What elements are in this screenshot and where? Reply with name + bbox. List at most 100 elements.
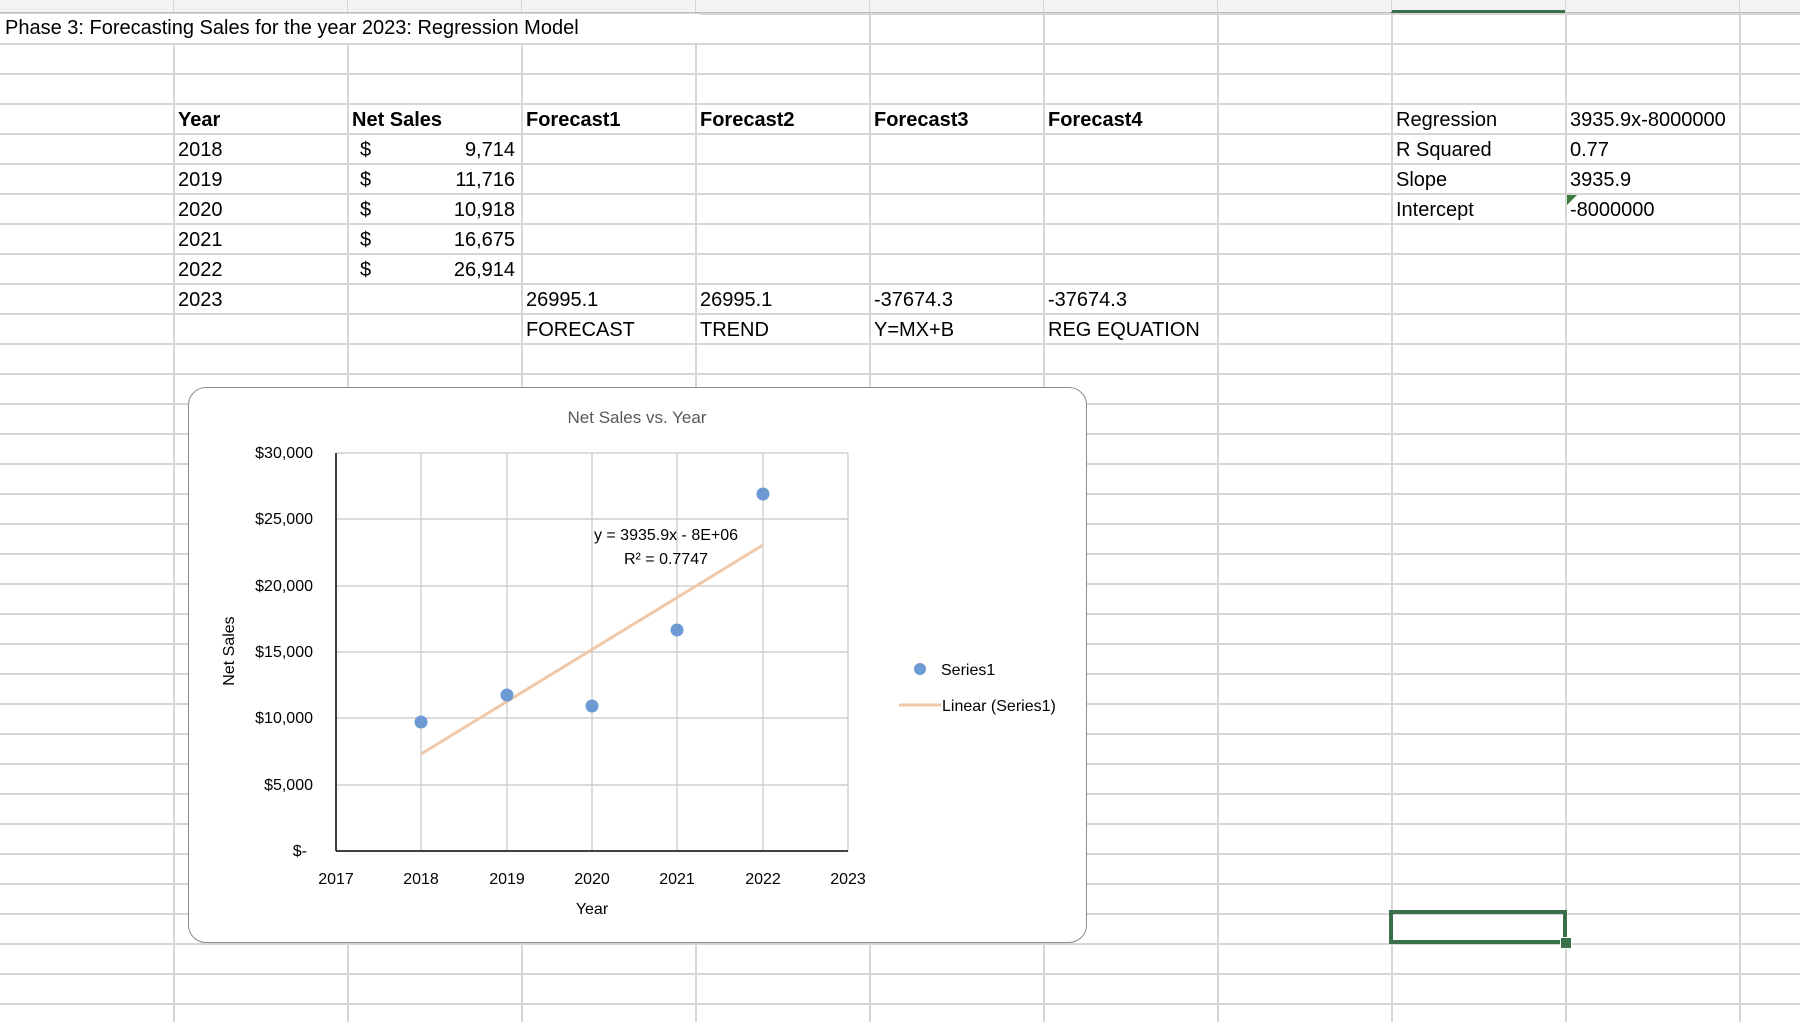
column-header-separator <box>1391 0 1392 12</box>
svg-text:$20,000: $20,000 <box>255 578 313 595</box>
column-header-separator <box>173 0 174 12</box>
y-tick-labels: $30,000 $25,000 $20,000 $15,000 $10,000 … <box>255 445 313 860</box>
data-point-2022 <box>756 487 770 501</box>
data-point-2019 <box>500 688 514 702</box>
svg-text:$15,000: $15,000 <box>255 644 313 661</box>
svg-text:2017: 2017 <box>318 871 354 888</box>
error-indicator-icon[interactable] <box>1567 195 1577 205</box>
header-forecast3[interactable]: Forecast3 <box>874 109 969 131</box>
vertical-gridlines <box>420 453 849 851</box>
currency-symbol: $ <box>360 139 372 161</box>
row-gridline <box>0 373 1800 375</box>
column-header-separator <box>521 0 522 12</box>
year-cell[interactable]: 2019 <box>178 169 223 191</box>
column-gridline <box>1217 14 1219 1022</box>
sheet-title: Phase 3: Forecasting Sales for the year … <box>0 14 700 43</box>
header-year[interactable]: Year <box>178 109 221 131</box>
svg-text:2020: 2020 <box>574 871 610 888</box>
year-cell[interactable]: 2021 <box>178 229 223 251</box>
scatter-chart[interactable]: Net Sales vs. Year $30,000 $25,000 $20,0… <box>188 387 1087 943</box>
forecast2-method[interactable]: TREND <box>700 319 769 341</box>
row-gridline <box>0 943 1800 945</box>
column-header-separator <box>347 0 348 12</box>
data-point-2020 <box>585 699 599 713</box>
net-sales-cell[interactable]: 26,914 <box>453 259 515 281</box>
stat-value-intercept[interactable]: -8000000 <box>1570 199 1655 221</box>
forecast4-method[interactable]: REG EQUATION <box>1048 319 1200 341</box>
data-point-2021 <box>670 623 684 637</box>
row-gridline <box>0 13 1800 15</box>
stat-label-r-squared[interactable]: R Squared <box>1396 139 1492 161</box>
svg-text:2022: 2022 <box>745 871 781 888</box>
stat-label-intercept[interactable]: Intercept <box>1396 199 1474 221</box>
year-cell[interactable]: 2018 <box>178 139 223 161</box>
column-header-separator <box>1565 0 1566 12</box>
active-column-indicator <box>1391 10 1565 14</box>
row-gridline <box>0 973 1800 975</box>
column-header-separator <box>1217 0 1218 12</box>
forecast1-method[interactable]: FORECAST <box>526 319 635 341</box>
row-gridline <box>0 133 1800 135</box>
y-axis-title: Net Sales <box>221 616 238 685</box>
header-forecast1[interactable]: Forecast1 <box>526 109 621 131</box>
net-sales-cell[interactable]: 10,918 <box>453 199 515 221</box>
stat-value-slope[interactable]: 3935.9 <box>1570 169 1632 191</box>
svg-text:y = 3935.9x - 8E+06: y = 3935.9x - 8E+06 <box>594 527 738 544</box>
row-gridline <box>0 313 1800 315</box>
column-header-separator <box>695 0 696 12</box>
svg-text:$-: $- <box>293 843 307 860</box>
svg-text:2018: 2018 <box>403 871 439 888</box>
legend-series1: Series1 <box>941 662 995 679</box>
net-sales-cell[interactable]: 16,675 <box>453 229 515 251</box>
chart-title: Net Sales vs. Year <box>568 408 707 427</box>
year-cell[interactable]: 2022 <box>178 259 223 281</box>
svg-text:2019: 2019 <box>489 871 525 888</box>
svg-text:$5,000: $5,000 <box>264 777 313 794</box>
row-gridline <box>0 103 1800 105</box>
column-gridline <box>173 14 175 1022</box>
row-gridline <box>0 343 1800 345</box>
year-cell[interactable]: 2020 <box>178 199 223 221</box>
header-forecast2[interactable]: Forecast2 <box>700 109 795 131</box>
currency-symbol: $ <box>360 199 372 221</box>
column-header-separator <box>1043 0 1044 12</box>
x-tick-labels: 2017 2018 2019 2020 2021 2022 2023 <box>318 871 866 888</box>
row-gridline <box>0 1003 1800 1005</box>
stat-value-r-squared[interactable]: 0.77 <box>1570 139 1609 161</box>
column-gridline <box>1391 14 1393 1022</box>
svg-text:$25,000: $25,000 <box>255 511 313 528</box>
currency-symbol: $ <box>360 169 372 191</box>
row-gridline <box>0 223 1800 225</box>
forecast3-value[interactable]: -37674.3 <box>874 289 953 311</box>
row-gridline <box>0 283 1800 285</box>
svg-text:$30,000: $30,000 <box>255 445 313 462</box>
forecast4-value[interactable]: -37674.3 <box>1048 289 1127 311</box>
column-gridline <box>1565 14 1567 1022</box>
forecast3-method[interactable]: Y=MX+B <box>874 319 955 341</box>
header-forecast4[interactable]: Forecast4 <box>1048 109 1143 131</box>
forecast1-value[interactable]: 26995.1 <box>526 289 599 311</box>
linear-trendline[interactable] <box>420 543 764 756</box>
row-gridline <box>0 73 1800 75</box>
legend-marker-icon <box>914 663 926 675</box>
row-gridline <box>0 163 1800 165</box>
stat-value-regression[interactable]: 3935.9x-8000000 <box>1570 109 1726 131</box>
forecast2-value[interactable]: 26995.1 <box>700 289 773 311</box>
column-header-separator <box>869 0 870 12</box>
net-sales-cell[interactable]: 9,714 <box>464 139 515 161</box>
column-gridline <box>1739 14 1741 1022</box>
chart-legend[interactable]: Series1 Linear (Series1) <box>899 662 1056 715</box>
stat-label-slope[interactable]: Slope <box>1396 169 1448 191</box>
svg-text:R² = 0.7747: R² = 0.7747 <box>624 551 708 568</box>
row-gridline <box>0 253 1800 255</box>
fill-handle[interactable] <box>1560 937 1572 949</box>
row-gridline <box>0 193 1800 195</box>
header-net-sales[interactable]: Net Sales <box>352 109 443 131</box>
year-cell[interactable]: 2023 <box>178 289 223 311</box>
net-sales-cell[interactable]: 11,716 <box>455 169 515 191</box>
svg-text:2023: 2023 <box>830 871 866 888</box>
trendline-label[interactable]: y = 3935.9x - 8E+06 R² = 0.7747 <box>594 527 738 568</box>
selected-cell[interactable] <box>1389 910 1567 944</box>
series1-markers[interactable] <box>414 487 770 729</box>
stat-label-regression[interactable]: Regression <box>1396 109 1498 131</box>
